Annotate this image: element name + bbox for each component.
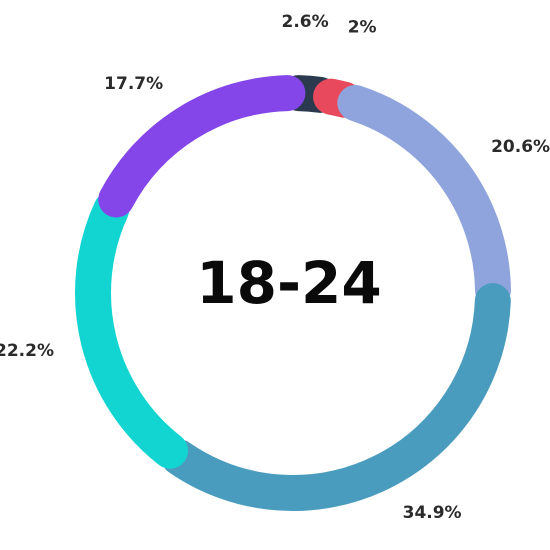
slice-label-3: 20.6% — [491, 137, 550, 157]
donut-slice-4 — [160, 283, 511, 511]
slice-label-4: 34.9% — [403, 503, 462, 523]
percentage-labels: 2.6% 2% 20.6% 34.9% 22.2% 17.7% — [0, 12, 550, 523]
donut-segments — [75, 75, 511, 511]
donut-slice-3 — [337, 84, 511, 308]
slice-label-2: 2% — [348, 17, 377, 37]
slice-label-5: 22.2% — [0, 341, 54, 361]
donut-slice-5 — [75, 191, 188, 469]
slice-label-1: 2.6% — [281, 12, 328, 32]
slice-label-6: 17.7% — [104, 74, 163, 94]
center-age-label: 18-24 — [196, 249, 382, 317]
donut-slice-6 — [98, 75, 306, 218]
